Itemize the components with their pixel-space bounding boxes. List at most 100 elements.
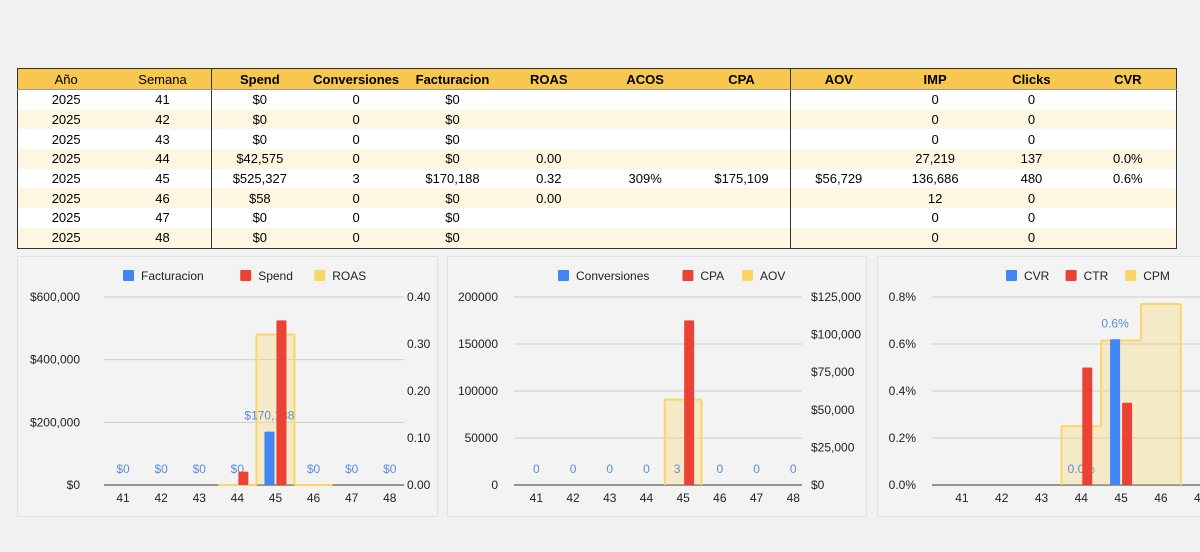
bar-ctr	[1082, 367, 1093, 485]
chart-panel-rates: 0.0%0.2%0.4%0.6%0.8%414243444546470.0%0.…	[877, 256, 1200, 517]
table-cell	[596, 109, 694, 130]
legend-label: CTR	[1084, 269, 1109, 283]
bar-facturacion	[264, 431, 275, 485]
table-cell: $58	[210, 188, 308, 209]
table-cell: 0	[886, 129, 984, 150]
table-cell: 0	[307, 149, 405, 169]
table-row: 2025 46 $58 0 $0 0.00 12 0	[17, 188, 1177, 209]
table-cell: 0	[307, 208, 405, 228]
legend-label: CPA	[700, 269, 724, 283]
table-cell: 0	[983, 89, 1080, 110]
right-axis-tick: $50,000	[811, 403, 855, 417]
table-cell: 2025	[17, 227, 115, 248]
column-header: CPA	[693, 68, 791, 90]
right-axis-tick: 0.10	[407, 431, 431, 445]
table-cell: 0	[307, 109, 405, 130]
x-axis-tick: 46	[1154, 491, 1168, 505]
table-cell: 0	[983, 227, 1080, 248]
data-label: 0	[790, 462, 797, 476]
table-cell: 0	[886, 89, 984, 110]
table-row: 2025 44 $42,575 0 $0 0.00 27,219 137 0.0%	[17, 149, 1177, 169]
table-cell	[693, 89, 791, 110]
table-cell: $175,109	[693, 168, 791, 189]
table-cell	[1079, 188, 1177, 209]
x-axis-tick: 41	[116, 491, 130, 505]
x-axis-tick: 46	[307, 491, 321, 505]
right-axis-tick: $0	[811, 478, 825, 492]
table-cell	[693, 188, 791, 209]
table-cell: 0	[307, 89, 405, 110]
x-axis-tick: 44	[640, 491, 654, 505]
table-cell: $0	[210, 227, 308, 248]
table-cell	[789, 188, 887, 209]
table-cell	[500, 129, 597, 150]
legend-label: ROAS	[332, 269, 366, 283]
table-cell: $525,327	[210, 168, 308, 189]
legend-swatch-cvr	[1006, 270, 1017, 281]
table-cell	[1079, 208, 1177, 228]
left-axis-tick: $400,000	[30, 353, 80, 367]
chart-revenue-spend-roas: $0 $200,000 $400,000 $600,000 0.00 0.10 0.20 0.…	[30, 269, 431, 505]
legend-swatch-spend	[240, 270, 252, 281]
table-cell: $0	[404, 109, 501, 130]
x-axis-tick: 42	[995, 491, 1009, 505]
right-axis-tick: 0.40	[407, 290, 431, 304]
chart-panel-conversions: 0 50000 100000 150000 200000 $0 $25,000 $50,000…	[447, 256, 867, 517]
data-label: $0	[154, 462, 168, 476]
column-header: IMP	[886, 68, 984, 90]
left-axis-tick: 100000	[458, 384, 498, 398]
table-cell: 2025	[17, 109, 115, 130]
bar-cvr	[1110, 339, 1121, 485]
x-axis-tick: 43	[603, 491, 617, 505]
x-axis-tick: 48	[787, 491, 801, 505]
stepped-area-segment	[256, 334, 295, 485]
legend-swatch-ctr	[1065, 270, 1077, 281]
table-cell	[693, 227, 791, 248]
table-cell	[1079, 227, 1177, 248]
data-label: 3	[674, 462, 681, 476]
bar-cpa	[684, 320, 695, 485]
right-axis-tick: $25,000	[811, 440, 855, 454]
table-cell: 2025	[17, 188, 115, 209]
data-label: 0	[533, 462, 540, 476]
table-cell: 2025	[17, 168, 115, 189]
table-cell	[789, 227, 887, 248]
left-axis-tick: $200,000	[30, 415, 80, 429]
x-axis-tick: 42	[154, 491, 168, 505]
table-cell: $0	[404, 227, 501, 248]
table-cell: 0	[983, 109, 1080, 130]
table-cell: 2025	[17, 89, 115, 110]
data-label: 0	[606, 462, 613, 476]
data-label: $0	[345, 462, 359, 476]
legend-swatch-roas	[314, 270, 326, 281]
table-cell: $42,575	[210, 149, 308, 169]
column-header: Spend	[210, 68, 308, 90]
legend-swatch-aov	[742, 270, 753, 281]
table-cell	[500, 227, 597, 248]
table-cell	[789, 208, 887, 228]
legend-swatch-cpm	[1125, 270, 1137, 281]
left-axis-tick: 150000	[458, 337, 498, 351]
right-axis-tick: 0.20	[407, 384, 431, 398]
table-cell: $0	[404, 188, 501, 209]
table-cell: 0	[983, 129, 1080, 150]
table-cell	[500, 89, 597, 110]
left-axis-tick: 0.4%	[889, 384, 917, 398]
table-cell: $170,188	[404, 168, 501, 189]
x-axis-tick: 44	[1075, 491, 1089, 505]
chart-panel-revenue: $0 $200,000 $400,000 $600,000 0.00 0.10 0.20 0.…	[17, 256, 438, 517]
x-axis-tick: 43	[1035, 491, 1049, 505]
column-header: Clicks	[983, 68, 1080, 90]
x-axis-tick: 44	[231, 491, 245, 505]
table-cell: 0	[983, 188, 1080, 209]
right-axis-tick: 0.00	[407, 478, 431, 492]
table-row: 2025 42 $0 0 $0 0 0	[17, 109, 1177, 130]
table-cell: $0	[210, 129, 308, 150]
table-cell: 2025	[17, 129, 115, 150]
column-header: Semana	[114, 68, 212, 90]
table-cell: 27,219	[886, 149, 984, 169]
table-cell: $0	[210, 109, 308, 130]
table-cell	[500, 109, 597, 130]
table-cell: 46	[114, 188, 212, 209]
chart-conversions-cpa-aov: 0 50000 100000 150000 200000 $0 $25,000 $50,000…	[458, 269, 861, 505]
